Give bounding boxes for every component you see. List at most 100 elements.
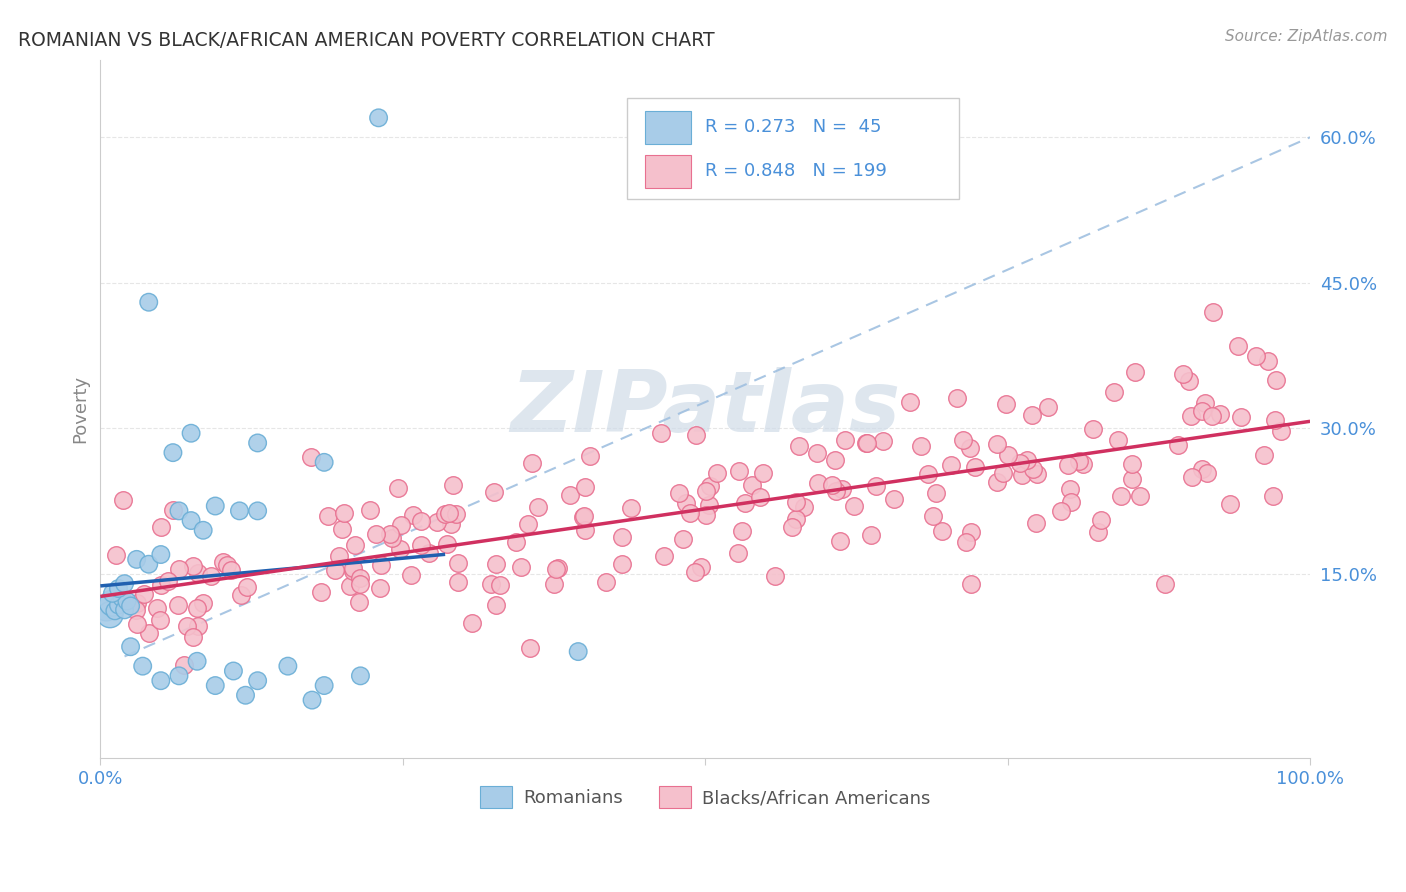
Point [1171,368,1194,382]
Point [484,484,506,499]
Text: ROMANIAN VS BLACK/AFRICAN AMERICAN POVERTY CORRELATION CHART: ROMANIAN VS BLACK/AFRICAN AMERICAN POVER… [18,31,714,50]
Point [1244,349,1267,363]
Point [115,594,138,608]
Point [785,495,807,509]
Point [963,460,986,475]
Point [389,518,412,533]
Point [399,567,422,582]
Point [558,488,581,502]
Point [543,577,565,591]
Point [1008,456,1031,470]
Point [219,563,242,577]
Point [1022,462,1045,476]
Point [167,599,190,613]
Point [125,603,148,617]
Point [1011,467,1033,482]
Point [572,508,595,523]
Point [112,493,135,508]
Point [436,537,458,551]
Point [567,644,589,658]
Point [378,527,401,541]
Point [359,503,381,517]
Point [807,476,830,491]
Point [1069,454,1091,468]
Point [741,478,763,492]
Point [1021,408,1043,422]
Point [1202,305,1225,319]
Point [1257,353,1279,368]
Point [959,442,981,456]
Point [181,558,204,573]
Point [952,434,974,448]
Point [479,577,502,591]
Point [162,503,184,517]
Point [610,530,633,544]
Point [986,436,1008,450]
Point [309,584,332,599]
Point [734,496,756,510]
Point [120,640,142,654]
Point [820,477,842,491]
Point [138,558,160,572]
Point [173,658,195,673]
Point [349,577,371,591]
Point [763,569,786,583]
Point [349,669,371,683]
Point [1123,366,1146,380]
Point [98,607,121,622]
Point [898,394,921,409]
Point [381,531,404,545]
Point [339,579,361,593]
Point [138,295,160,310]
Point [1180,409,1202,423]
Point [620,501,643,516]
Point [342,564,364,578]
Point [1087,525,1109,540]
Point [323,563,346,577]
Point [834,434,856,448]
Point [347,595,370,609]
Point [610,558,633,572]
Point [200,569,222,583]
Point [1264,413,1286,427]
Point [574,480,596,494]
Point [544,562,567,576]
Point [931,524,953,538]
Point [727,546,749,560]
Point [120,599,142,613]
Point [101,596,124,610]
Point [181,630,204,644]
Point [510,559,533,574]
Point [402,508,425,522]
Point [101,586,124,600]
Point [1057,458,1080,472]
Point [204,679,226,693]
Point [1090,513,1112,527]
Point [235,688,257,702]
Point [149,673,172,688]
Point [127,617,149,632]
Point [685,428,707,442]
Point [167,561,190,575]
Point [409,538,432,552]
Point [437,506,460,520]
Point [727,464,749,478]
Point [236,581,259,595]
Point [678,506,700,520]
Point [318,508,340,523]
Point [731,524,754,538]
Text: R = 0.848   N = 199: R = 0.848 N = 199 [706,162,887,180]
Point [860,528,883,542]
Point [572,509,595,524]
Point [104,604,127,618]
Text: Source: ZipAtlas.com: Source: ZipAtlas.com [1225,29,1388,44]
Point [785,511,807,525]
Point [162,445,184,459]
Point [595,575,617,590]
Point [1270,424,1292,438]
Point [246,673,269,688]
Point [505,535,527,549]
Point [872,434,894,448]
Point [1154,576,1177,591]
Point [215,558,238,573]
